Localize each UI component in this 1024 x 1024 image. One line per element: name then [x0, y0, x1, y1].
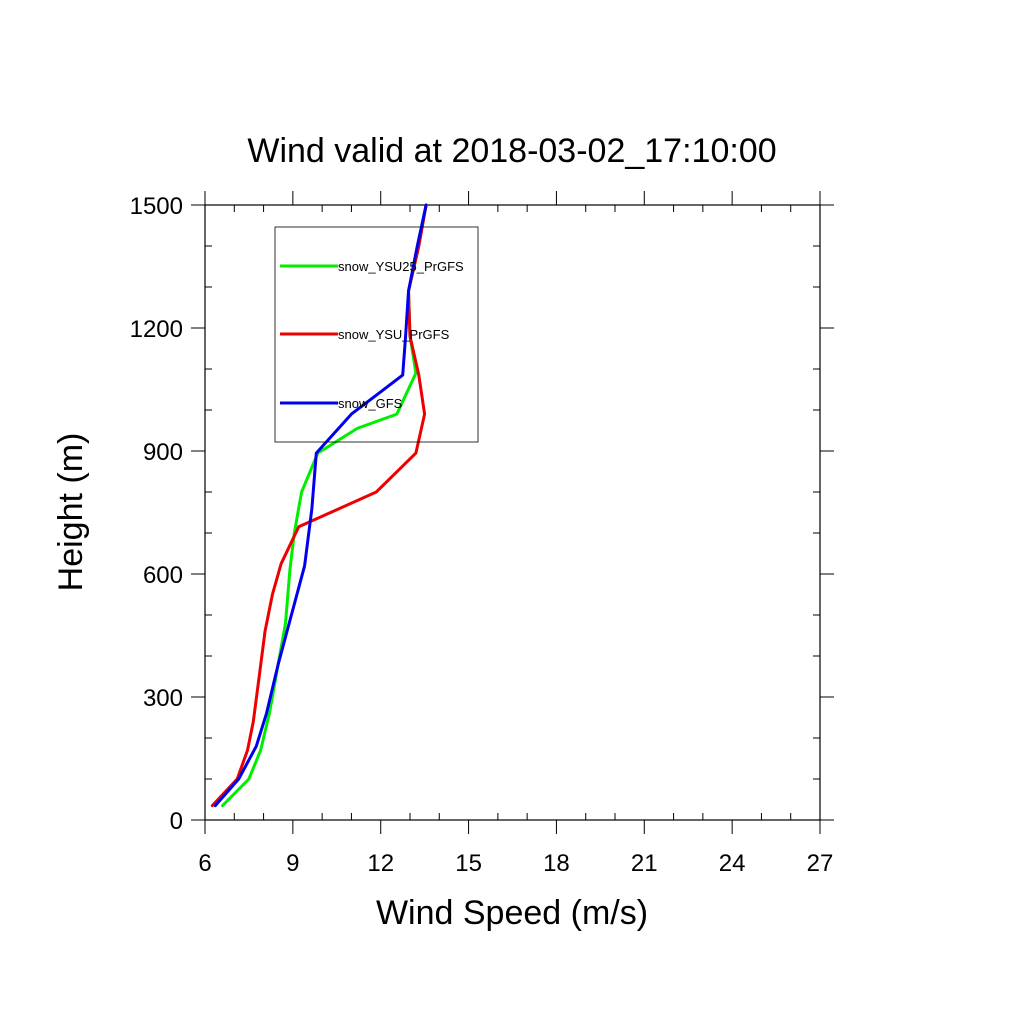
y-tick-label: 0 — [170, 808, 183, 835]
legend: snow_YSU25_PrGFS snow_YSU_PrGFS snow_GFS — [274, 226, 479, 443]
y-tick-label: 600 — [143, 562, 183, 589]
axis-ticks: 6 9 12 15 18 21 24 27 0 300 600 900 1200 1500 — [130, 191, 834, 877]
y-tick-label: 900 — [143, 439, 183, 466]
legend-box — [274, 226, 479, 443]
x-tick-label: 6 — [198, 850, 211, 877]
plot-border — [204, 204, 821, 821]
x-tick-label: 18 — [543, 850, 570, 877]
x-tick-label: 15 — [455, 850, 482, 877]
y-tick-label: 1500 — [130, 193, 183, 220]
x-tick-label: 27 — [807, 850, 834, 877]
legend-label: snow_YSU25_PrGFS — [338, 259, 464, 274]
x-tick-label: 21 — [631, 850, 658, 877]
y-axis-label: Height (m) — [52, 433, 90, 592]
series-line — [210, 203, 428, 808]
x-tick-label: 9 — [286, 850, 299, 877]
x-tick-label: 12 — [367, 850, 394, 877]
x-tick-label: 24 — [719, 850, 746, 877]
legend-label: snow_GFS — [338, 396, 403, 411]
series-lines — [210, 203, 428, 808]
series-line — [213, 203, 428, 808]
legend-label: snow_YSU_PrGFS — [338, 327, 450, 342]
x-axis-label: Wind Speed (m/s) — [376, 894, 648, 932]
y-tick-label: 300 — [143, 685, 183, 712]
chart-title: Wind valid at 2018-03-02_17:10:00 — [247, 132, 776, 170]
y-tick-label: 1200 — [130, 316, 183, 343]
plot-area — [204, 204, 821, 821]
